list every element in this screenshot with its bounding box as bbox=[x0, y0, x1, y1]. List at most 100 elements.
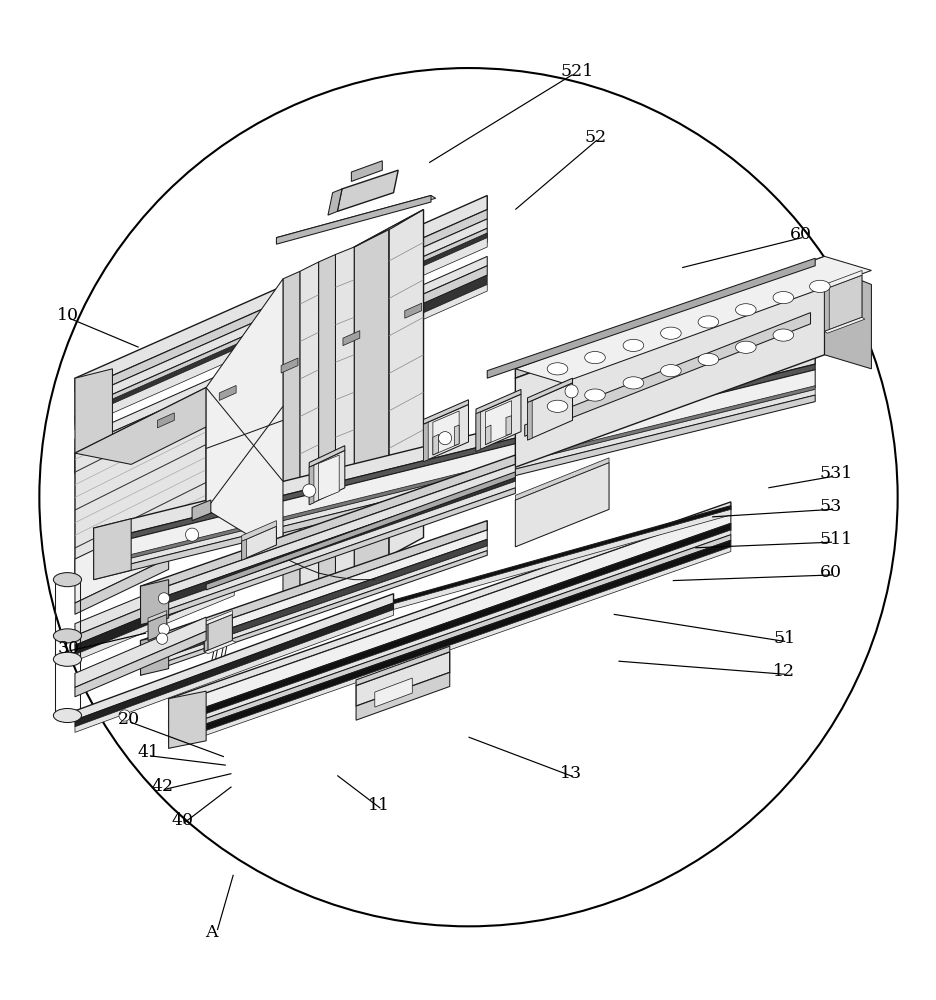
Polygon shape bbox=[75, 266, 487, 458]
Polygon shape bbox=[824, 287, 828, 331]
Circle shape bbox=[158, 593, 169, 604]
Polygon shape bbox=[515, 256, 870, 383]
Polygon shape bbox=[475, 394, 520, 451]
Polygon shape bbox=[140, 474, 515, 612]
Ellipse shape bbox=[735, 341, 755, 353]
Polygon shape bbox=[309, 450, 344, 505]
Polygon shape bbox=[75, 388, 262, 464]
Polygon shape bbox=[404, 303, 421, 318]
Ellipse shape bbox=[660, 327, 680, 339]
Polygon shape bbox=[75, 617, 206, 687]
Ellipse shape bbox=[53, 629, 81, 643]
Ellipse shape bbox=[547, 363, 567, 375]
Polygon shape bbox=[423, 400, 468, 424]
Polygon shape bbox=[281, 358, 298, 373]
Ellipse shape bbox=[622, 339, 643, 351]
Polygon shape bbox=[168, 502, 730, 706]
Polygon shape bbox=[354, 210, 423, 247]
Polygon shape bbox=[824, 275, 861, 331]
Polygon shape bbox=[300, 262, 318, 599]
Polygon shape bbox=[140, 530, 487, 659]
Polygon shape bbox=[157, 413, 174, 428]
Text: 511: 511 bbox=[819, 531, 852, 548]
Text: 12: 12 bbox=[772, 663, 795, 680]
Circle shape bbox=[39, 68, 897, 926]
Ellipse shape bbox=[584, 351, 605, 364]
Polygon shape bbox=[75, 580, 234, 655]
Polygon shape bbox=[94, 364, 814, 548]
Polygon shape bbox=[485, 425, 490, 445]
Text: 11: 11 bbox=[368, 797, 389, 814]
Polygon shape bbox=[485, 401, 511, 445]
Polygon shape bbox=[140, 521, 487, 650]
Polygon shape bbox=[168, 523, 730, 727]
Polygon shape bbox=[432, 411, 459, 455]
Polygon shape bbox=[75, 589, 234, 661]
Polygon shape bbox=[75, 238, 487, 430]
Polygon shape bbox=[356, 509, 730, 620]
Polygon shape bbox=[75, 594, 393, 720]
Polygon shape bbox=[140, 481, 515, 619]
Polygon shape bbox=[75, 570, 234, 645]
Text: A: A bbox=[205, 924, 217, 941]
Polygon shape bbox=[168, 509, 730, 720]
Ellipse shape bbox=[772, 292, 793, 304]
Ellipse shape bbox=[622, 377, 643, 389]
Circle shape bbox=[156, 633, 168, 644]
Polygon shape bbox=[75, 631, 206, 697]
Circle shape bbox=[158, 624, 169, 635]
Polygon shape bbox=[241, 526, 276, 560]
Text: 30: 30 bbox=[57, 640, 80, 657]
Polygon shape bbox=[168, 535, 730, 737]
Polygon shape bbox=[219, 385, 236, 400]
Text: 60: 60 bbox=[789, 226, 811, 243]
Polygon shape bbox=[354, 228, 388, 575]
Polygon shape bbox=[75, 210, 487, 402]
Polygon shape bbox=[75, 603, 393, 727]
Polygon shape bbox=[148, 611, 167, 622]
Text: 20: 20 bbox=[118, 711, 140, 728]
Polygon shape bbox=[505, 416, 511, 435]
Polygon shape bbox=[168, 540, 730, 744]
Ellipse shape bbox=[735, 304, 755, 316]
Polygon shape bbox=[515, 463, 608, 547]
Polygon shape bbox=[824, 266, 870, 369]
Polygon shape bbox=[75, 275, 487, 467]
Polygon shape bbox=[140, 580, 168, 625]
Polygon shape bbox=[241, 521, 276, 541]
Polygon shape bbox=[75, 610, 393, 732]
Polygon shape bbox=[75, 256, 487, 448]
Polygon shape bbox=[94, 350, 814, 542]
Ellipse shape bbox=[660, 365, 680, 377]
Polygon shape bbox=[75, 558, 168, 614]
Text: 40: 40 bbox=[171, 812, 193, 829]
Polygon shape bbox=[94, 386, 814, 567]
Polygon shape bbox=[140, 551, 487, 675]
Polygon shape bbox=[204, 614, 232, 652]
Polygon shape bbox=[206, 279, 283, 556]
Text: 52: 52 bbox=[584, 129, 607, 146]
Text: 51: 51 bbox=[772, 630, 795, 647]
Text: 42: 42 bbox=[152, 778, 174, 795]
Text: 53: 53 bbox=[819, 498, 841, 515]
Text: 13: 13 bbox=[560, 765, 582, 782]
Text: 521: 521 bbox=[560, 63, 592, 80]
Polygon shape bbox=[515, 256, 824, 378]
Polygon shape bbox=[168, 547, 730, 748]
Polygon shape bbox=[168, 530, 730, 731]
Polygon shape bbox=[318, 255, 335, 590]
Polygon shape bbox=[94, 519, 131, 580]
Polygon shape bbox=[75, 233, 487, 425]
Polygon shape bbox=[824, 317, 864, 333]
Polygon shape bbox=[524, 313, 810, 436]
Ellipse shape bbox=[772, 329, 793, 341]
Polygon shape bbox=[208, 663, 217, 674]
Polygon shape bbox=[75, 369, 112, 474]
Polygon shape bbox=[148, 614, 167, 641]
Polygon shape bbox=[475, 389, 520, 414]
Ellipse shape bbox=[547, 400, 567, 412]
Polygon shape bbox=[309, 446, 344, 467]
Polygon shape bbox=[204, 641, 236, 654]
Ellipse shape bbox=[697, 353, 718, 366]
Polygon shape bbox=[527, 378, 572, 403]
